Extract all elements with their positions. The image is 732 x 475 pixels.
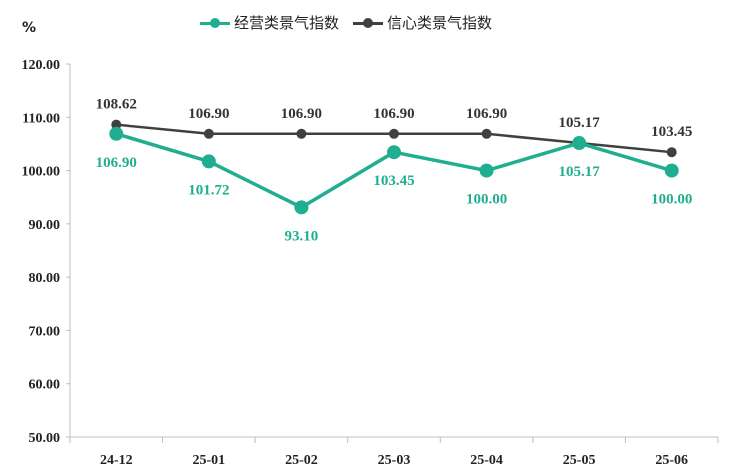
data-point-series-2 (296, 128, 307, 139)
data-label-series-2: 105.17 (559, 115, 601, 131)
x-tick-label: 24-12 (100, 453, 133, 468)
legend-swatch-series-2 (353, 17, 384, 28)
y-tick-label: 120.00 (22, 58, 61, 73)
data-point-series-1 (572, 136, 587, 151)
data-label-series-2: 106.90 (188, 106, 229, 122)
x-tick-label: 25-03 (378, 453, 411, 468)
y-axis-unit: % (22, 20, 37, 36)
chart-legend: 经营类景气指数 信心类景气指数 (200, 12, 492, 33)
y-tick-label: 70.00 (29, 324, 61, 339)
data-point-series-1 (387, 145, 401, 160)
data-point-series-1 (664, 163, 679, 178)
y-tick-label: 50.00 (29, 431, 61, 446)
data-label-series-1: 101.72 (188, 182, 229, 198)
data-point-series-2 (203, 128, 214, 139)
data-label-series-1: 105.17 (559, 164, 601, 180)
legend-label-series-1: 经营类景气指数 (234, 14, 340, 32)
y-tick-label: 60.00 (29, 378, 61, 393)
data-label-series-2: 108.62 (96, 97, 137, 113)
data-label-series-1: 103.45 (373, 173, 414, 189)
data-label-series-2: 106.90 (466, 106, 507, 122)
data-point-series-1 (109, 126, 124, 141)
legend-label-series-2: 信心类景气指数 (387, 14, 493, 32)
data-point-series-1 (201, 154, 216, 169)
y-tick-label: 110.00 (22, 111, 60, 126)
data-point-series-2 (666, 147, 677, 158)
data-point-series-1 (479, 163, 494, 178)
data-label-series-1: 93.10 (285, 228, 319, 244)
data-label-series-2: 106.90 (281, 106, 322, 122)
legend-swatch-series-1 (200, 17, 230, 28)
y-tick-label: 90.00 (29, 218, 61, 233)
legend-item-series-2: 信心类景气指数 (353, 12, 492, 33)
data-point-series-1 (294, 200, 309, 215)
data-label-series-1: 100.00 (466, 192, 507, 208)
x-tick-label: 25-04 (470, 453, 503, 468)
data-point-series-2 (481, 128, 492, 139)
data-label-series-1: 100.00 (651, 192, 692, 208)
x-tick-label: 25-01 (193, 453, 226, 468)
x-tick-label: 25-06 (655, 453, 688, 468)
y-tick-label: 80.00 (29, 271, 61, 286)
legend-item-series-1: 经营类景气指数 (200, 12, 339, 33)
x-tick-label: 25-02 (285, 453, 318, 468)
data-label-series-2: 103.45 (651, 124, 692, 140)
data-label-series-2: 106.90 (373, 106, 414, 122)
data-label-series-1: 106.90 (96, 155, 137, 171)
y-tick-label: 100.00 (22, 165, 61, 180)
data-point-series-2 (389, 128, 399, 139)
x-tick-label: 25-05 (563, 453, 596, 468)
data-point-series-2 (111, 119, 122, 130)
